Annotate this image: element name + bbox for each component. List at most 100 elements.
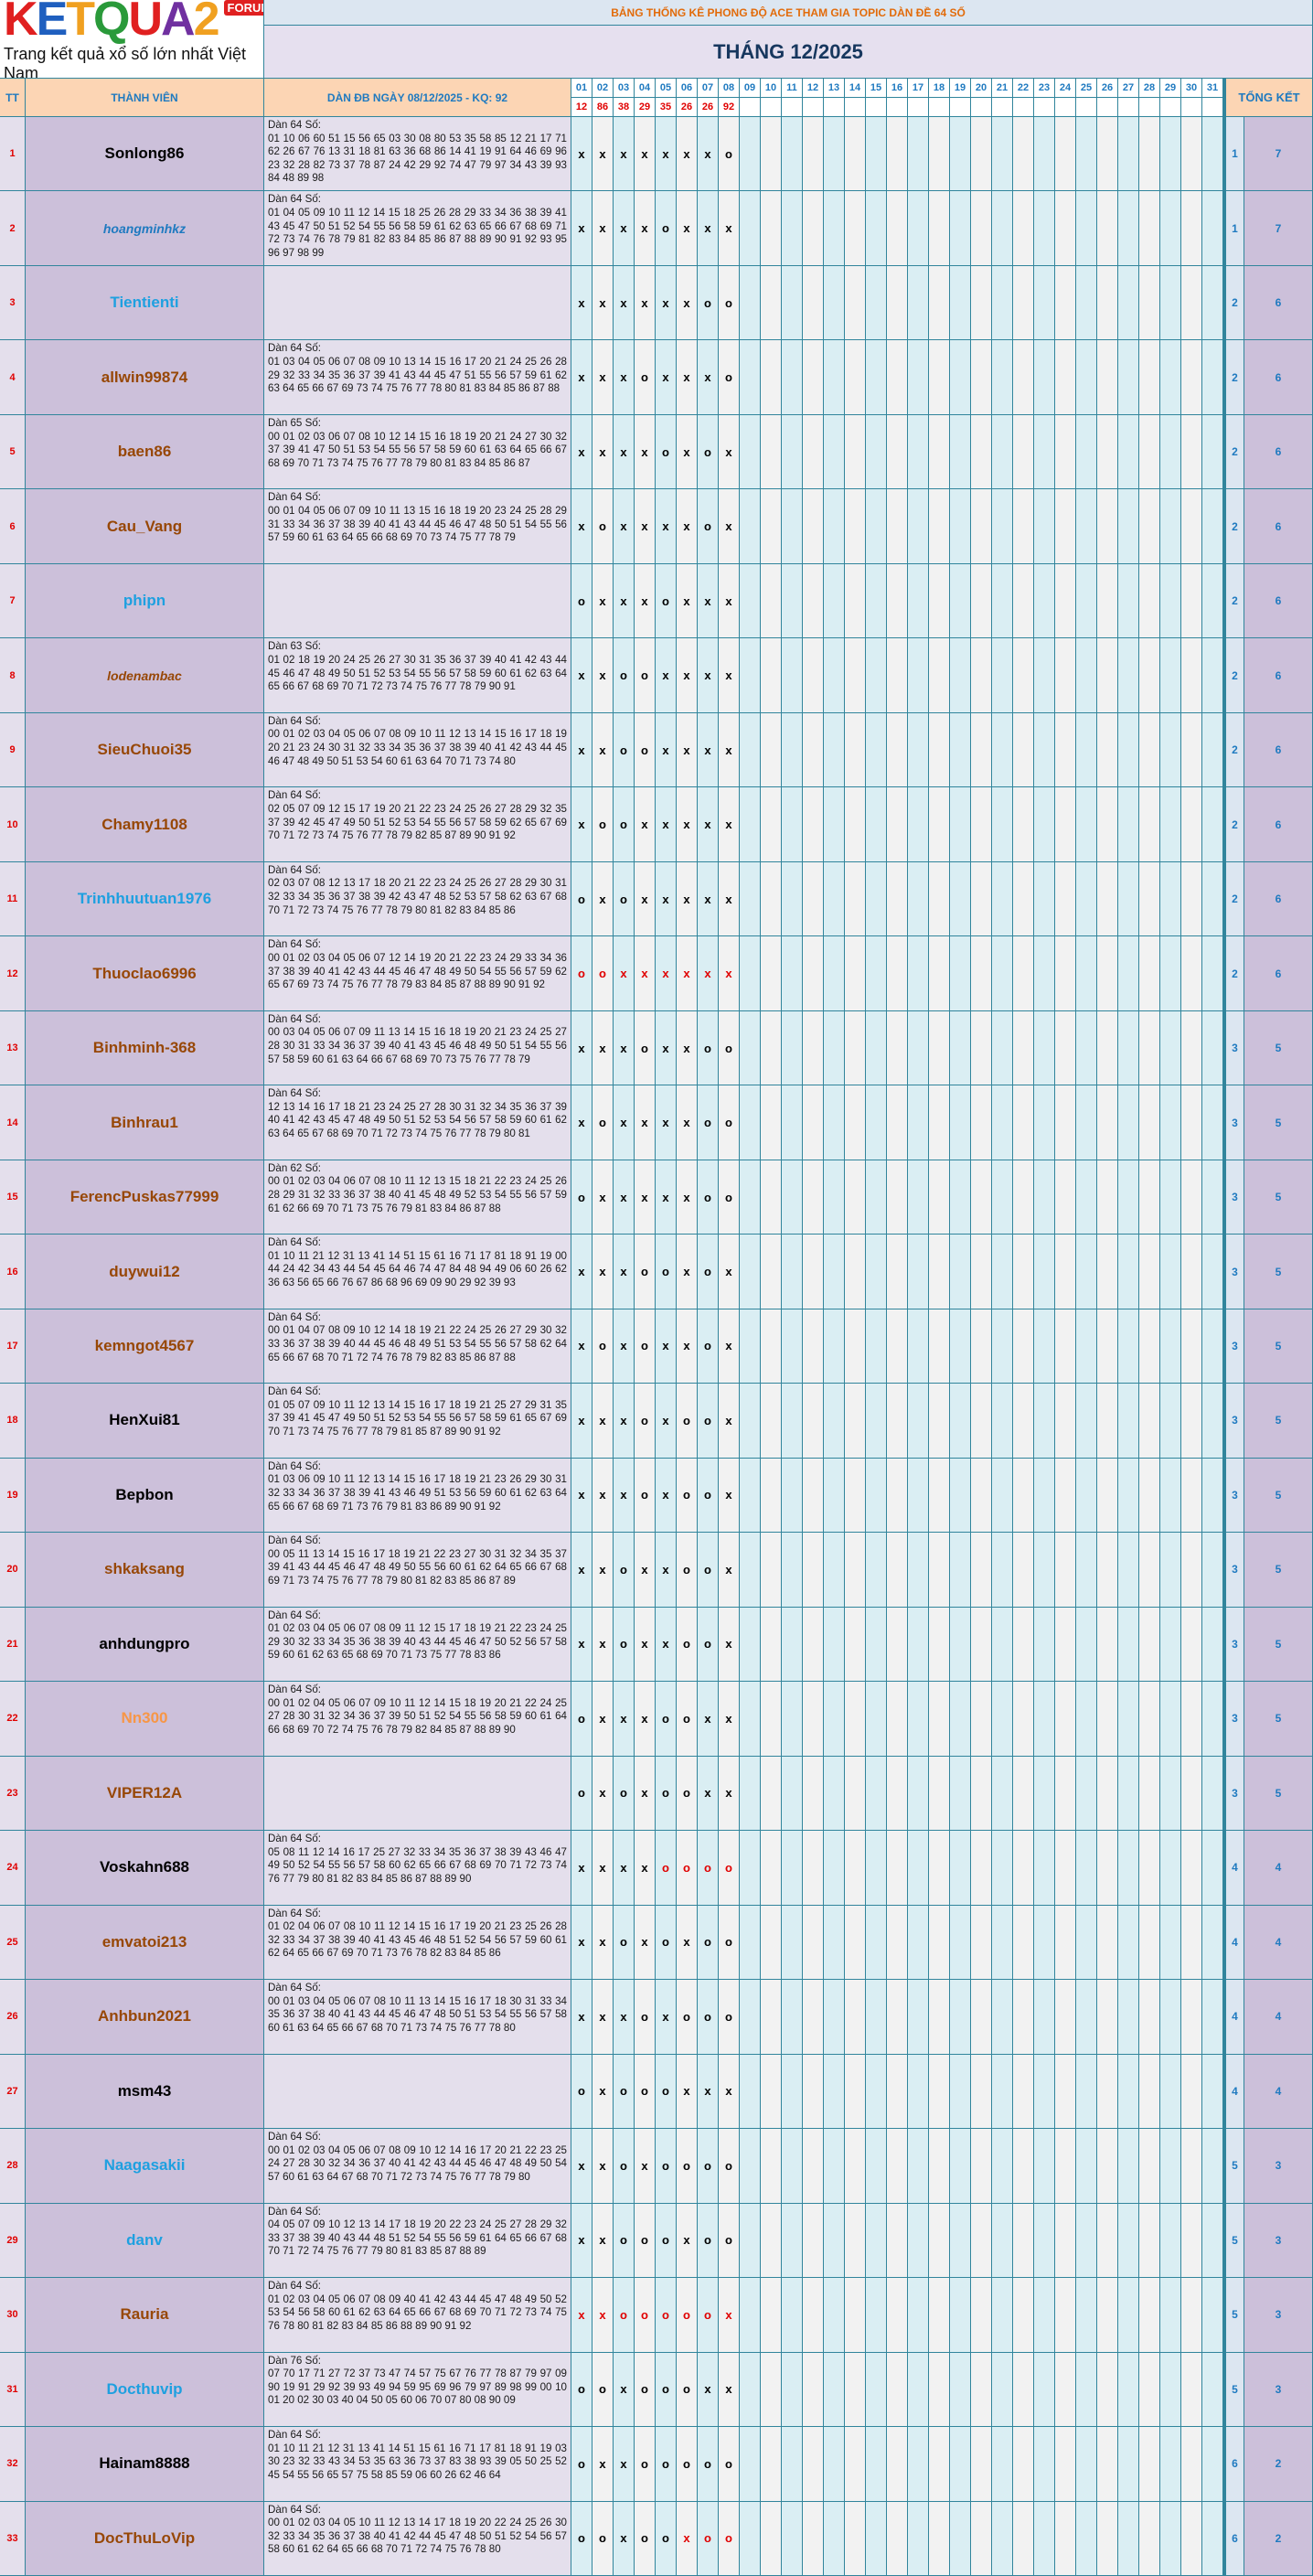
day-mark: x — [635, 1533, 656, 1608]
day-cell — [992, 2129, 1013, 2204]
day-cell — [929, 1905, 950, 1981]
day-cell — [740, 414, 761, 490]
day-cell — [1181, 861, 1202, 937]
day-cell — [1013, 1980, 1034, 2055]
day-cell — [1118, 1831, 1139, 1906]
day-cell — [824, 936, 845, 1011]
day-cell — [908, 1384, 929, 1459]
day-cell — [824, 191, 845, 266]
day-mark: o — [635, 2054, 656, 2130]
day-cell — [1139, 1980, 1160, 2055]
day-cell — [782, 117, 803, 192]
total-o: 6 — [1223, 2427, 1244, 2502]
day-mark: x — [592, 1458, 614, 1534]
day-mark: x — [571, 1607, 592, 1683]
day-cell — [782, 2054, 803, 2130]
day-cell — [992, 1607, 1013, 1683]
day-cell — [740, 2352, 761, 2428]
day-cell — [1181, 1309, 1202, 1384]
result — [1097, 98, 1118, 117]
day-cell — [761, 1980, 782, 2055]
day-cell — [1055, 712, 1076, 788]
total-x: 5 — [1244, 1682, 1313, 1757]
day-cell — [971, 1905, 992, 1981]
member-name: allwin99874 — [26, 340, 264, 415]
day-cell — [803, 638, 824, 713]
day-cell — [1076, 638, 1097, 713]
total-x: 3 — [1244, 2129, 1313, 2204]
day-cell — [929, 936, 950, 1011]
day-mark: x — [656, 787, 677, 862]
day-cell — [908, 861, 929, 937]
dan-box: Dàn 76 Số: 07 70 17 71 27 72 37 73 47 74 … — [264, 2353, 571, 2410]
total-x: 6 — [1244, 489, 1313, 564]
dan-box: Dàn 64 Số: 04 05 07 09 10 12 13 14 17 18 … — [264, 2204, 571, 2261]
day-cell — [1202, 191, 1223, 266]
day-cell — [1160, 861, 1181, 937]
day-cell — [1160, 638, 1181, 713]
day-cell — [782, 861, 803, 937]
dan-cell: Dàn 64 Số: 00 01 02 04 05 06 07 09 10 11 … — [264, 1682, 571, 1757]
day-cell — [1118, 1607, 1139, 1683]
day-cell — [761, 2352, 782, 2428]
day-cell — [887, 1607, 908, 1683]
day-mark: x — [698, 1756, 719, 1832]
day-cell — [824, 1160, 845, 1235]
day-cell — [950, 1905, 971, 1981]
day-cell — [1055, 1831, 1076, 1906]
day-cell — [1076, 1085, 1097, 1160]
day-cell — [950, 1533, 971, 1608]
day-cell — [908, 787, 929, 862]
result: 26 — [698, 98, 719, 117]
day-mark: o — [614, 1756, 635, 1832]
total-x: 6 — [1244, 787, 1313, 862]
day-cell — [1139, 1682, 1160, 1757]
row-number: 14 — [0, 1085, 26, 1160]
day-cell — [992, 1831, 1013, 1906]
dan-title: Dàn 64 Số: — [268, 1982, 322, 1994]
day-cell — [824, 1458, 845, 1534]
day-cell — [929, 489, 950, 564]
dan-title: Dàn 64 Số: — [268, 1012, 322, 1025]
day-mark: x — [571, 191, 592, 266]
day-cell — [1076, 2501, 1097, 2576]
day-cell — [845, 1533, 866, 1608]
day-header: 13 — [824, 79, 845, 98]
day-cell — [1202, 1682, 1223, 1757]
total-o: 2 — [1223, 340, 1244, 415]
day-cell — [950, 563, 971, 639]
day-cell — [866, 1980, 887, 2055]
total-o: 2 — [1223, 712, 1244, 788]
day-cell — [824, 1980, 845, 2055]
dan-cell: Dàn 64 Số: 01 02 03 04 05 06 07 08 09 40 … — [264, 2278, 571, 2353]
day-cell — [782, 1607, 803, 1683]
day-cell — [887, 936, 908, 1011]
day-header: 19 — [950, 79, 971, 98]
day-cell — [866, 1607, 887, 1683]
day-cell — [782, 787, 803, 862]
total-o: 2 — [1223, 787, 1244, 862]
day-cell — [1160, 1160, 1181, 1235]
day-cell — [1076, 1235, 1097, 1309]
day-cell — [761, 340, 782, 415]
day-cell — [1139, 2352, 1160, 2428]
day-cell — [1055, 936, 1076, 1011]
day-cell — [761, 1160, 782, 1235]
day-mark: o — [698, 1309, 719, 1384]
day-cell — [950, 117, 971, 192]
day-cell — [887, 861, 908, 937]
logo-text: KETQUA2 — [4, 0, 220, 43]
day-cell — [1097, 1309, 1118, 1384]
total-x: 5 — [1244, 1458, 1313, 1534]
day-mark: x — [592, 117, 614, 192]
dan-numbers: 01 10 06 60 51 15 56 65 03 30 08 80 53 3… — [268, 132, 567, 185]
day-cell — [1034, 1980, 1055, 2055]
day-cell — [1160, 2352, 1181, 2428]
result — [761, 98, 782, 117]
day-cell — [1160, 1607, 1181, 1683]
dan-box: Dàn 64 Số: 00 01 03 04 05 06 07 08 10 11 … — [264, 1980, 571, 2036]
day-header: 21 — [992, 79, 1013, 98]
dan-box: Dàn 62 Số: 00 01 02 03 04 06 07 08 10 11 … — [264, 1160, 571, 1217]
row-number: 33 — [0, 2501, 26, 2576]
